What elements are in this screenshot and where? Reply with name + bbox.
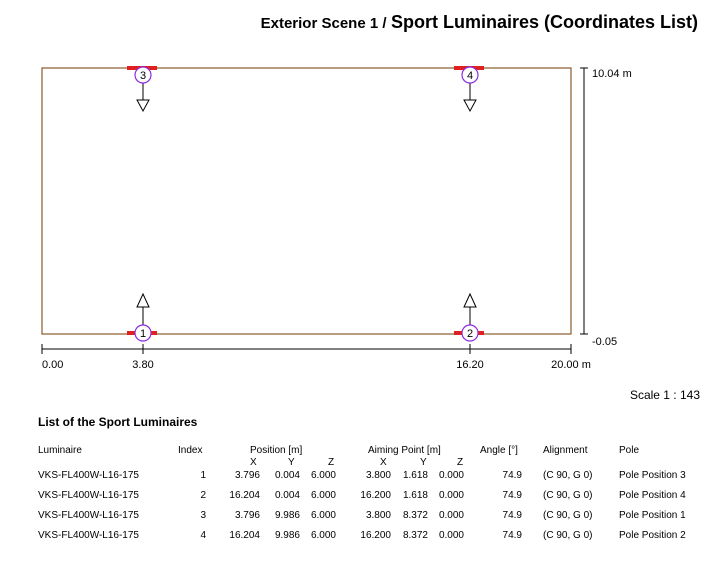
col-index: Index (178, 445, 203, 456)
luminaire-marker-1: 1 (127, 292, 157, 342)
luminaire-table: Luminaire Index Position [m] Aiming Poin… (38, 445, 710, 550)
table-row: VKS-FL400W-L16-175 4 16.204 9.986 6.000 … (38, 530, 686, 541)
luminaire-marker-2: 2 (454, 292, 484, 342)
aiming-arrow-icon (463, 99, 477, 113)
col-alignment: Alignment (543, 445, 588, 456)
col-pos-x: X (250, 457, 257, 468)
col-aim-z: Z (457, 457, 464, 468)
svg-text:3: 3 (140, 70, 146, 82)
svg-text:4: 4 (467, 70, 473, 82)
luminaire-marker-4: 4 (454, 66, 484, 113)
col-pos-z: Z (328, 457, 335, 468)
field-plan: 10.04 m -0.05 0.00 3.80 16.20 20.00 m 3 … (41, 66, 632, 371)
list-title: List of the Sport Luminaires (38, 415, 198, 429)
col-aim-x: X (380, 457, 387, 468)
dim-x-0: 0.00 (42, 359, 63, 371)
table-row: VKS-FL400W-L16-175 1 3.796 0.004 6.000 3… (38, 470, 686, 481)
dim-x-1: 3.80 (132, 359, 153, 371)
col-pole: Pole (619, 445, 640, 456)
table-subheader: X Y Z X Y Z (38, 457, 710, 470)
dim-y-bottom: -0.05 (592, 336, 617, 348)
dim-x-2: 16.20 (456, 359, 484, 371)
col-luminaire: Luminaire (38, 445, 82, 456)
dim-x-3: 20.00 m (551, 359, 591, 371)
col-pos-y: Y (288, 457, 295, 468)
col-aim-y: Y (420, 457, 427, 468)
document-title: Sport Luminaires (Coordinates List) (390, 12, 698, 32)
col-aiming: Aiming Point [m] (368, 445, 441, 456)
svg-text:2: 2 (467, 328, 473, 340)
luminaire-marker-3: 3 (127, 66, 157, 113)
table-row: VKS-FL400W-L16-175 3 3.796 9.986 6.000 3… (38, 510, 686, 521)
dim-y-top: 10.04 m (592, 68, 632, 80)
svg-text:1: 1 (140, 328, 146, 340)
table-row: VKS-FL400W-L16-175 2 16.204 0.004 6.000 … (38, 490, 686, 501)
page-title: Exterior Scene 1 / Sport Luminaires (Coo… (261, 12, 698, 33)
table-header: Luminaire Index Position [m] Aiming Poin… (38, 445, 710, 457)
aiming-arrow-icon (136, 99, 150, 113)
aiming-arrow-icon (463, 292, 477, 308)
col-position: Position [m] (250, 445, 303, 456)
col-angle: Angle [°] (480, 445, 518, 456)
scale-label: Scale 1 : 143 (629, 388, 700, 402)
aiming-arrow-icon (136, 292, 150, 308)
field-outline (41, 67, 572, 335)
scene-name: Exterior Scene 1 / (260, 15, 387, 32)
